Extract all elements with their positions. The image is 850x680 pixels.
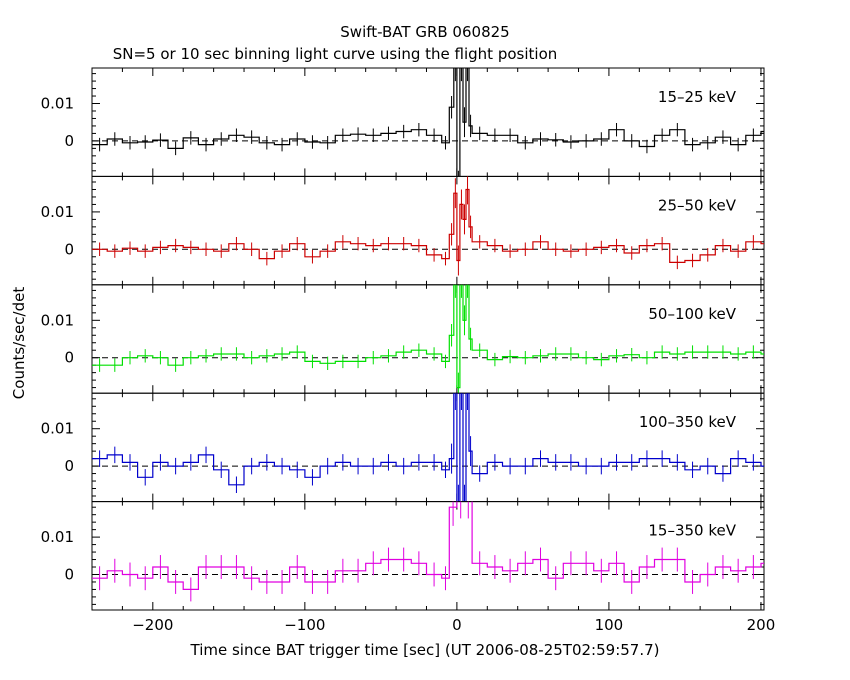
- y-tick-label: 0.01: [41, 203, 74, 221]
- y-tick-label: 0: [64, 132, 74, 150]
- x-tick-label: 100: [595, 616, 624, 634]
- panel-stack: 0 0.01 15–25 keV 0 0.01 25–50 keV 0 0.01 50–100 …: [41, 67, 765, 611]
- y-tick-label: 0: [64, 457, 74, 475]
- series-group: [92, 393, 764, 502]
- x-tick-labels: −200 −100 0 100 200: [132, 616, 775, 634]
- panel-0: 0 0.01 15–25 keV: [41, 67, 765, 177]
- series-group: [92, 68, 764, 177]
- y-tick-label: 0.01: [41, 420, 74, 438]
- light-curve-step: [92, 393, 764, 502]
- panel-1: 0 0.01 25–50 keV: [41, 175, 765, 286]
- series-group: [92, 284, 764, 394]
- light-curve-step: [92, 188, 764, 263]
- light-curve-step: [92, 284, 764, 389]
- x-tick-label: 0: [452, 616, 462, 634]
- panel-2: 0 0.01 50–100 keV: [41, 284, 765, 394]
- band-label: 15–25 keV: [658, 88, 737, 106]
- x-axis-label: Time since BAT trigger time [sec] (UT 20…: [190, 641, 660, 659]
- y-tick-label: 0.01: [41, 311, 74, 329]
- y-tick-label: 0: [64, 349, 74, 367]
- y-tick-label: 0.01: [41, 95, 74, 113]
- band-label: 50–100 keV: [648, 305, 736, 323]
- panel-frame: [91, 175, 765, 286]
- light-curve-step: [92, 68, 764, 177]
- y-axis-label: Counts/sec/det: [10, 287, 28, 400]
- light-curve-step: [92, 501, 764, 590]
- chart-subtitle: SN=5 or 10 sec binning light curve using…: [113, 45, 558, 63]
- panel-3: 0 0.01 100–350 keV: [41, 392, 765, 503]
- panel-4: 0 0.01 15–350 keV: [41, 501, 765, 611]
- x-tick-label: −200: [132, 616, 173, 634]
- panel-frame: [91, 284, 765, 394]
- panel-frame: [91, 501, 765, 611]
- panel-frame: [91, 392, 765, 503]
- series-group: [92, 501, 764, 602]
- series-group: [92, 176, 764, 276]
- band-label: 100–350 keV: [639, 413, 737, 431]
- band-label: 25–50 keV: [658, 196, 737, 214]
- x-tick-label: −100: [284, 616, 325, 634]
- y-tick-label: 0: [64, 565, 74, 583]
- band-label: 15–350 keV: [648, 522, 736, 540]
- y-tick-label: 0: [64, 240, 74, 258]
- y-tick-label: 0.01: [41, 528, 74, 546]
- chart-title: Swift-BAT GRB 060825: [340, 23, 509, 41]
- x-tick-label: 200: [747, 616, 776, 634]
- panel-frame: [91, 67, 765, 177]
